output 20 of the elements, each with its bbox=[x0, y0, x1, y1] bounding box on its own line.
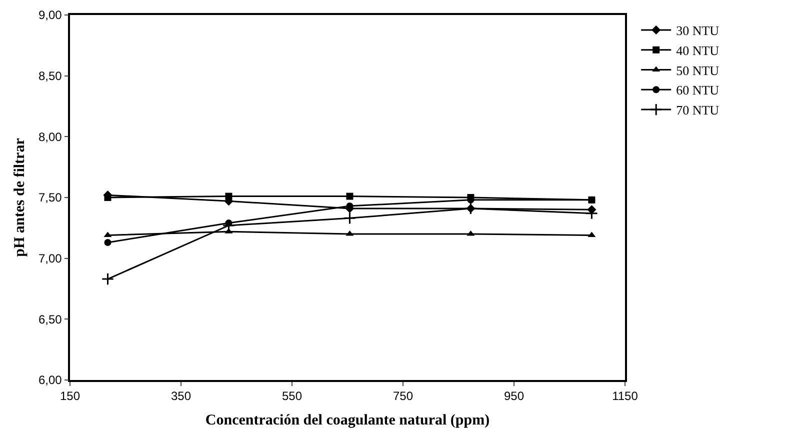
x-tick-label: 950 bbox=[504, 389, 524, 404]
y-tick-label: 6,50 bbox=[38, 312, 62, 326]
y-tick-label: 9,00 bbox=[38, 8, 62, 22]
legend-label: 60 NTU bbox=[676, 82, 720, 98]
y-tick-label: 8,00 bbox=[38, 130, 62, 144]
y-tick-label: 6,00 bbox=[38, 373, 62, 388]
legend-label: 30 NTU bbox=[676, 23, 720, 38]
legend-label: 70 NTU bbox=[676, 102, 720, 118]
legend-label: 50 NTU bbox=[676, 62, 720, 78]
x-tick-label: 550 bbox=[282, 389, 302, 404]
x-tick-label: 1150 bbox=[612, 389, 638, 404]
x-axis-title: Concentración del coagulante natural (ppm) bbox=[205, 412, 490, 429]
y-tick-label: 7,50 bbox=[38, 190, 62, 205]
x-tick-label: 750 bbox=[392, 389, 414, 404]
y-axis-title: pH antes de filtrar bbox=[12, 138, 28, 257]
legend-label: 40 NTU bbox=[676, 42, 720, 58]
y-tick-label: 7,00 bbox=[38, 252, 62, 266]
x-tick-label: 150 bbox=[60, 389, 80, 404]
x-tick-label: 350 bbox=[170, 389, 192, 404]
y-tick-label: 8,50 bbox=[38, 69, 62, 84]
